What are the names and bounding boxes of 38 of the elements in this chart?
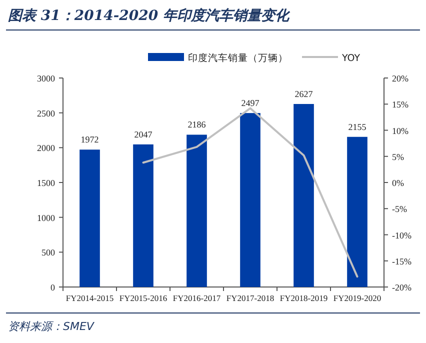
legend-label: YOY: [341, 53, 360, 64]
data-label: 2627: [294, 88, 314, 99]
x-tick-label: FY2019-2020: [333, 293, 382, 303]
x-tick-label: FY2014-2015: [66, 293, 114, 303]
y2-tick-label: 10%: [392, 126, 409, 136]
y-tick-label: 3000: [37, 74, 56, 84]
y2-tick-label: -20%: [392, 282, 412, 292]
y-tick-label: 0: [50, 282, 56, 292]
y2-tick-label: -15%: [392, 256, 412, 266]
y2-tick-label: 20%: [392, 74, 409, 84]
x-tick-label: FY2015-2016: [119, 293, 168, 303]
y2-tick-label: 15%: [392, 100, 409, 110]
bar: [133, 144, 154, 287]
data-label: 1972: [80, 134, 99, 145]
text: 资料来源：SMEV: [8, 320, 96, 333]
legend-label: 印度汽车销量（万辆）: [188, 52, 288, 64]
y-tick-label: 2000: [37, 143, 56, 154]
bar: [240, 113, 260, 287]
data-label: 2497: [241, 98, 260, 108]
chart-title: 图表 31：2014-2020 年印度汽车销量变化: [8, 7, 291, 24]
y-tick-label: 500: [42, 248, 56, 258]
y2-tick-label: 5%: [392, 152, 404, 162]
y2-tick-label: 0%: [392, 178, 404, 188]
y2-tick-label: -5%: [392, 204, 408, 214]
data-label: 2047: [134, 129, 153, 140]
bar: [347, 136, 368, 287]
y-tick-label: 2500: [37, 108, 56, 118]
x-tick-label: FY2016-2017: [172, 293, 221, 303]
x-tick-label: FY2018-2019: [280, 293, 328, 303]
x-tick-label: FY2017-2018: [226, 293, 274, 303]
bar: [186, 134, 207, 287]
bar: [80, 150, 100, 287]
y2-tick-label: -10%: [392, 230, 412, 240]
data-label: 2186: [188, 120, 206, 130]
y-tick-label: 1000: [37, 212, 56, 223]
y-tick-label: 1500: [37, 178, 56, 188]
data-label: 2155: [348, 122, 367, 132]
bar: [294, 104, 314, 287]
